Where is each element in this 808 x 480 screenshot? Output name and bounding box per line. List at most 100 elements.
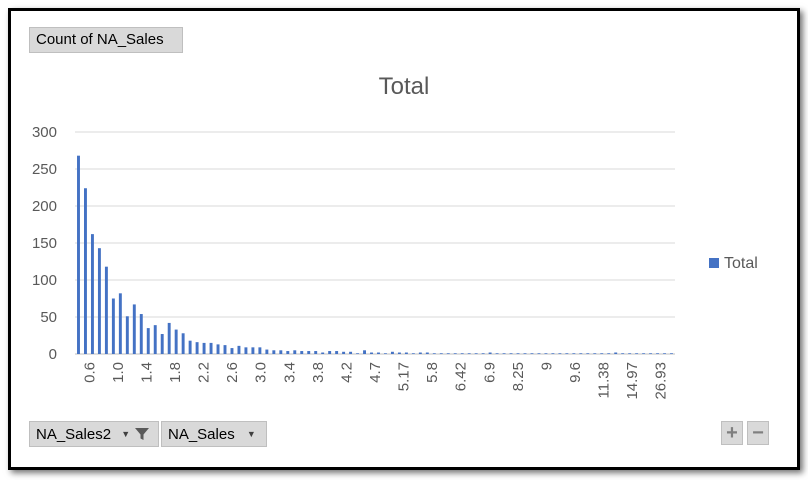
- x-tick-label: 4.7: [367, 362, 384, 383]
- chevron-down-icon[interactable]: ▼: [121, 429, 131, 439]
- bar: [279, 350, 283, 354]
- bar: [118, 293, 122, 354]
- bar: [600, 353, 604, 354]
- x-tick-label: 1.0: [110, 362, 127, 383]
- bar: [530, 353, 534, 354]
- bar: [195, 342, 199, 354]
- bar: [593, 353, 597, 354]
- bar: [174, 329, 178, 354]
- bar: [216, 344, 220, 354]
- x-tick-label: 11.38: [596, 362, 613, 398]
- bar: [495, 353, 499, 354]
- x-tick-label: 2.2: [196, 362, 213, 383]
- bar: [146, 328, 150, 354]
- bar: [481, 353, 485, 354]
- bar: [328, 351, 332, 354]
- x-tick-label: 1.8: [167, 362, 184, 383]
- bar: [411, 353, 415, 354]
- bar: [621, 353, 625, 354]
- bar: [404, 352, 408, 354]
- bar: [607, 353, 611, 354]
- bar: [649, 353, 653, 354]
- bar: [586, 353, 590, 354]
- x-tick-label: 8.25: [510, 362, 527, 391]
- bar: [418, 352, 422, 354]
- bar: [272, 350, 276, 354]
- bar: [390, 351, 394, 354]
- bar: [397, 352, 401, 354]
- bar: [181, 333, 185, 354]
- bar: [209, 342, 213, 354]
- x-tick-label: 0.6: [81, 362, 98, 383]
- x-tick-label: 2.6: [224, 362, 241, 383]
- bar: [572, 353, 576, 354]
- bar: [551, 353, 555, 354]
- bar: [153, 325, 157, 354]
- collapse-field-button[interactable]: −: [747, 421, 769, 445]
- bar: [167, 322, 171, 354]
- y-tick-label: 150: [32, 235, 57, 252]
- x-tick-label: 9.6: [567, 362, 584, 383]
- bar: [202, 342, 206, 354]
- chart-frame: Count of NA_Sales Total 0 50 100 150 200 250 3…: [8, 8, 800, 470]
- chevron-down-icon[interactable]: ▼: [246, 429, 256, 439]
- chart-title: Total: [378, 73, 430, 100]
- bar: [314, 351, 318, 354]
- bar: [286, 351, 290, 354]
- x-tick-label: 5.17: [396, 362, 413, 391]
- legend[interactable]: Total: [709, 255, 758, 273]
- bar: [363, 350, 366, 354]
- bar: [502, 353, 506, 354]
- bar: [384, 353, 387, 354]
- bar: [237, 345, 241, 354]
- x-tick-label: 26.93: [653, 362, 670, 400]
- y-tick-label: 50: [40, 309, 57, 326]
- bar: [537, 353, 541, 354]
- bar: [439, 353, 443, 354]
- bar: [84, 188, 87, 354]
- x-tick-label: 3.8: [310, 362, 327, 383]
- funnel-icon[interactable]: [134, 426, 150, 442]
- bar: [370, 352, 373, 354]
- bar: [293, 350, 297, 354]
- value-field-button[interactable]: Count of NA_Sales: [29, 27, 183, 53]
- bar: [300, 351, 304, 354]
- x-tick-label: 3.4: [281, 362, 298, 383]
- bar: [446, 353, 450, 354]
- axis-field-button-na-sales2[interactable]: NA_Sales2 ▼: [29, 421, 159, 447]
- bar: [356, 353, 360, 354]
- bar: [432, 353, 436, 354]
- bar: [125, 316, 129, 354]
- x-tick-label: 3.0: [253, 362, 270, 383]
- x-tick-label: 5.8: [424, 362, 441, 383]
- bar: [642, 353, 646, 354]
- bar: [230, 348, 234, 354]
- axis-field-button-na-sales[interactable]: NA_Sales ▼: [161, 421, 267, 447]
- bar: [656, 353, 660, 354]
- bar: [265, 349, 269, 354]
- bar: [139, 314, 143, 354]
- expand-field-button[interactable]: +: [721, 421, 743, 445]
- axis-field-label: NA_Sales: [168, 426, 235, 443]
- x-tick-label: 6.9: [481, 362, 498, 383]
- bar: [132, 304, 136, 354]
- bar: [670, 353, 673, 354]
- bar: [474, 353, 478, 354]
- axis-field-label: NA_Sales2: [36, 426, 112, 443]
- y-tick-label: 100: [32, 272, 57, 289]
- bar: [453, 353, 457, 354]
- legend-swatch: [709, 258, 719, 268]
- x-tick-label: 1.4: [138, 362, 155, 383]
- y-tick-label: 0: [49, 346, 57, 363]
- bar: [223, 345, 227, 354]
- bar: [635, 353, 639, 354]
- bar: [663, 353, 666, 354]
- bar: [244, 347, 248, 354]
- bar: [349, 351, 353, 354]
- bar: [251, 347, 255, 354]
- bar: [628, 353, 632, 354]
- bar: [104, 266, 108, 354]
- bar: [425, 352, 429, 354]
- x-tick-label: 9: [538, 362, 555, 370]
- y-tick-label: 250: [32, 161, 57, 178]
